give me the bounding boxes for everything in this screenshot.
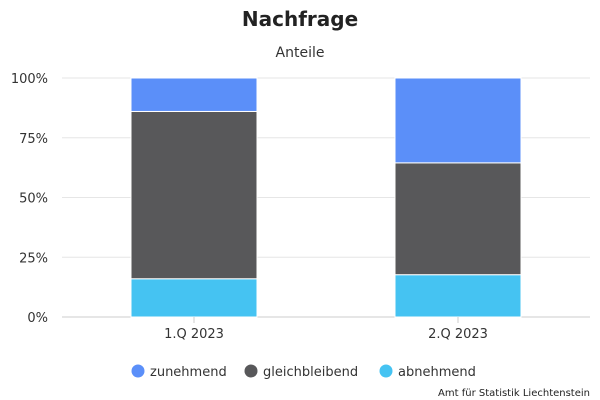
x-axis: 1.Q 2023 2.Q 2023 [164,317,488,342]
credit-text: Amt für Statistik Liechtenstein [438,388,590,399]
y-tick-label: 0% [27,311,48,326]
bar-segment-zunehmend[interactable] [394,77,522,164]
y-tick-label: 75% [19,132,48,147]
y-tick-label: 50% [19,192,48,207]
legend-label: zunehmend [150,365,227,380]
x-tick-label: 1.Q 2023 [164,327,224,342]
bar-segment-abnehmend[interactable] [130,278,258,318]
chart-title: Nachfrage [242,7,358,31]
y-axis: 0% 25% 50% 75% 100% [11,72,48,326]
legend-label: abnehmend [398,365,476,380]
legend[interactable]: zunehmend gleichbleibend abnehmend [131,364,476,381]
y-tick-label: 25% [19,251,48,266]
chart-subtitle: Anteile [276,45,325,61]
legend-item-abnehmend[interactable]: abnehmend [379,364,476,381]
bars [130,77,522,318]
legend-swatch [379,364,393,378]
legend-item-gleichbleibend[interactable]: gleichbleibend [244,364,359,381]
y-tick-label: 100% [11,72,48,87]
x-tick-label: 2.Q 2023 [428,327,488,342]
legend-label: gleichbleibend [263,365,358,380]
legend-item-zunehmend[interactable]: zunehmend [131,364,227,381]
bar-segment-gleichbleibend[interactable] [130,110,258,280]
bar-segment-gleichbleibend[interactable] [394,162,522,276]
bar-segment-zunehmend[interactable] [130,77,258,112]
legend-swatch [131,364,145,378]
bar-segment-abnehmend[interactable] [394,274,522,318]
legend-swatch [244,364,258,378]
